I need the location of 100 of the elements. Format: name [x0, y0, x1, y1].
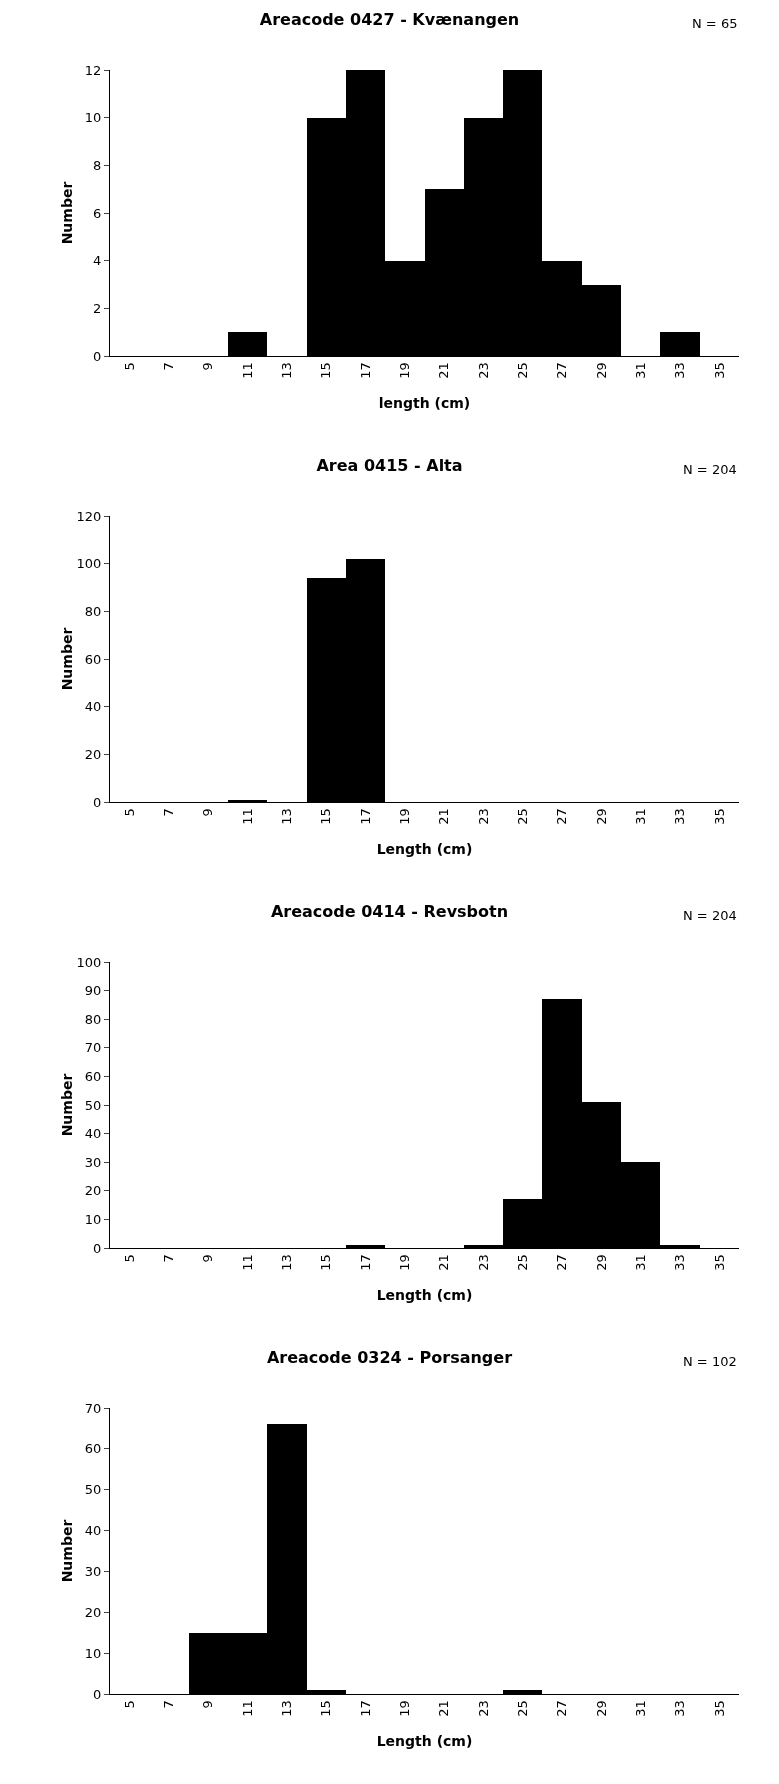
- x-tick-label: 11: [239, 1254, 255, 1271]
- x-tick-label: 15: [318, 808, 334, 825]
- y-tick-label: 10: [84, 110, 102, 126]
- y-tick-label: 10: [84, 1211, 102, 1227]
- x-tick-label: 35: [711, 1254, 727, 1271]
- chart-title: Areacode 0427 - Kvænangen: [259, 9, 520, 29]
- x-tick-label: 21: [436, 1254, 452, 1271]
- y-tick-label: 20: [84, 1183, 102, 1199]
- text: N = 204: [683, 908, 737, 923]
- y-tick-label: 20: [84, 1604, 102, 1620]
- y-tick-label: 50: [84, 1097, 102, 1113]
- x-tick-label: 19: [397, 1254, 413, 1271]
- x-tick-label: 9: [200, 1700, 216, 1709]
- y-tick-label: 40: [84, 699, 102, 715]
- x-tick-label: 13: [279, 362, 295, 379]
- x-tick-label: 15: [318, 1254, 334, 1271]
- x-axis-title: Length (cm): [376, 841, 473, 857]
- x-tick-label: 17: [357, 362, 373, 379]
- y-tick-label: 60: [84, 1068, 102, 1084]
- x-tick-label: 15: [318, 362, 334, 379]
- y-tick-label: 30: [84, 1563, 102, 1579]
- y-tick-label: 100: [76, 954, 102, 970]
- y-tick-label: 20: [84, 746, 102, 762]
- x-tick-label: 27: [554, 808, 570, 825]
- x-tick-label: 21: [436, 1700, 452, 1717]
- y-tick-label: 90: [84, 983, 102, 999]
- x-tick-label: 23: [475, 362, 491, 379]
- x-tick-label: 25: [515, 1700, 531, 1717]
- x-tick-label: 29: [593, 808, 609, 825]
- x-tick-label: 33: [672, 362, 688, 379]
- y-axis-title: Number: [59, 627, 75, 691]
- x-tick-label: 31: [632, 808, 648, 825]
- y-tick-label: 30: [84, 1154, 102, 1170]
- x-tick-label: 25: [515, 1254, 531, 1271]
- y-tick-label: 0: [93, 1240, 102, 1256]
- y-tick-label: 70: [84, 1040, 102, 1056]
- x-tick-label: 5: [121, 1700, 137, 1709]
- x-tick-label: 7: [161, 1254, 177, 1263]
- y-tick-label: 2: [93, 300, 102, 316]
- x-tick-label: 17: [357, 1700, 373, 1717]
- y-tick-label: 12: [84, 62, 102, 78]
- y-tick-label: 60: [84, 651, 102, 667]
- x-tick-label: 19: [397, 1700, 413, 1717]
- y-tick-label: 8: [93, 157, 102, 173]
- x-tick-label: 27: [554, 1254, 570, 1271]
- x-tick-label: 29: [593, 1254, 609, 1271]
- text: N = 102: [683, 1354, 737, 1369]
- y-tick-label: 4: [93, 253, 102, 269]
- chart-title: Area 0415 - Alta: [316, 455, 463, 475]
- x-tick-label: 27: [554, 1700, 570, 1717]
- y-tick-label: 0: [93, 348, 102, 364]
- x-tick-label: 33: [672, 1700, 688, 1717]
- x-tick-label: 7: [161, 362, 177, 371]
- y-tick-label: 100: [76, 556, 102, 572]
- x-tick-label: 21: [436, 808, 452, 825]
- x-tick-label: 23: [475, 1700, 491, 1717]
- x-tick-label: 19: [397, 808, 413, 825]
- x-tick-label: 11: [239, 362, 255, 379]
- x-tick-label: 5: [121, 362, 137, 371]
- chart-title: Areacode 0324 - Porsanger: [266, 1347, 513, 1367]
- x-axis-title: Length (cm): [376, 1733, 473, 1749]
- y-tick-label: 40: [84, 1523, 102, 1539]
- x-axis-title: length (cm): [378, 395, 471, 411]
- y-axis-title: Number: [59, 1073, 75, 1137]
- x-tick-label: 9: [200, 1254, 216, 1263]
- x-tick-label: 31: [632, 1700, 648, 1717]
- x-tick-label: 31: [632, 1254, 648, 1271]
- x-tick-label: 33: [672, 808, 688, 825]
- y-tick-label: 0: [93, 794, 102, 810]
- x-tick-label: 19: [397, 362, 413, 379]
- y-tick-label: 6: [93, 205, 102, 221]
- x-tick-label: 29: [593, 362, 609, 379]
- x-tick-label: 33: [672, 1254, 688, 1271]
- x-tick-label: 23: [475, 1254, 491, 1271]
- y-axis-title: Number: [59, 181, 75, 245]
- x-tick-label: 11: [239, 1700, 255, 1717]
- y-tick-label: 120: [76, 508, 102, 524]
- x-tick-label: 25: [515, 362, 531, 379]
- text: N = 204: [683, 462, 737, 477]
- x-axis-title: Length (cm): [376, 1287, 473, 1303]
- y-tick-label: 10: [84, 1645, 102, 1661]
- x-tick-label: 11: [239, 808, 255, 825]
- y-tick-label: 70: [84, 1400, 102, 1416]
- x-tick-label: 35: [711, 362, 727, 379]
- y-tick-label: 40: [84, 1126, 102, 1142]
- chart-title: Areacode 0414 - Revsbotn: [270, 901, 509, 921]
- x-tick-label: 29: [593, 1700, 609, 1717]
- y-tick-label: 80: [84, 603, 102, 619]
- x-tick-label: 9: [200, 362, 216, 371]
- x-tick-label: 7: [161, 1700, 177, 1709]
- y-tick-label: 60: [84, 1441, 102, 1457]
- x-tick-label: 5: [121, 1254, 137, 1263]
- x-tick-label: 23: [475, 808, 491, 825]
- x-tick-label: 21: [436, 362, 452, 379]
- x-tick-label: 13: [279, 808, 295, 825]
- x-tick-label: 35: [711, 808, 727, 825]
- x-tick-label: 9: [200, 808, 216, 817]
- y-tick-label: 0: [93, 1686, 102, 1702]
- x-tick-label: 7: [161, 808, 177, 817]
- x-tick-label: 13: [279, 1700, 295, 1717]
